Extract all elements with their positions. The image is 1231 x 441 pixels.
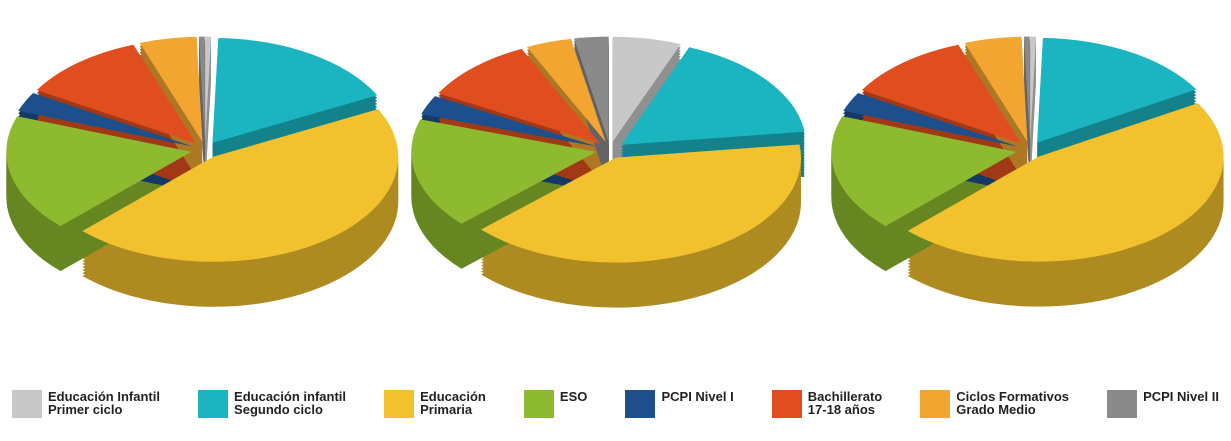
- slice: [907, 103, 1224, 262]
- legend-item: Bachillerato 17-18 años: [771, 389, 883, 418]
- slice: [1030, 36, 1037, 142]
- pie: [831, 36, 1224, 307]
- pie: [6, 36, 399, 307]
- legend-item: Educación Infantil Primer ciclo: [12, 390, 160, 418]
- legend-label: PCPI Nivel II: [1143, 389, 1219, 404]
- slice: [36, 44, 197, 144]
- legend-item: PCPI Nivel II: [1107, 390, 1219, 418]
- legend-label: Bachillerato 17-18 años: [807, 389, 883, 417]
- pie: [411, 36, 805, 308]
- slice: [205, 36, 212, 142]
- slice: [621, 47, 805, 145]
- pie-tops: [831, 36, 1224, 262]
- legend-swatch: [523, 390, 554, 418]
- legend-swatch: [625, 390, 656, 418]
- legend-swatch: [771, 390, 802, 418]
- slice: [18, 92, 193, 147]
- pie-tops: [6, 36, 399, 262]
- slice: [574, 36, 609, 142]
- charts: [6, 36, 1224, 308]
- legend-swatch: [12, 390, 42, 418]
- slice: [438, 48, 601, 144]
- legend-swatch: [920, 390, 951, 418]
- legend: Educación Infantil Primer ciclo Educación…: [0, 390, 1231, 418]
- legend-swatch: [384, 390, 415, 418]
- legend-label: Educación infantil Segundo ciclo: [234, 389, 347, 417]
- legend-swatch: [198, 390, 229, 418]
- slice: [212, 37, 378, 143]
- slice: [421, 96, 598, 147]
- slice: [1023, 36, 1030, 142]
- slice: [526, 38, 606, 143]
- slice: [1037, 37, 1197, 143]
- slice: [481, 144, 801, 263]
- slice: [139, 36, 203, 142]
- slice: [411, 119, 597, 224]
- slice: [964, 36, 1028, 142]
- legend-swatch: [1107, 390, 1138, 418]
- legend-label: Ciclos Formativos Grado Medio: [956, 389, 1069, 417]
- slice: [843, 92, 1018, 147]
- slice: [198, 36, 205, 142]
- legend-item: Educación Primaria: [384, 390, 486, 418]
- pie-tops: [411, 36, 805, 263]
- legend-label: Educación Primaria: [420, 389, 486, 417]
- slice: [831, 116, 1017, 227]
- legend-label: Educación Infantil Primer ciclo: [48, 389, 160, 417]
- legend-item: Ciclos Formativos Grado Medio: [920, 390, 1069, 418]
- slice: [6, 116, 192, 227]
- legend-label: PCPI Nivel I: [661, 389, 734, 404]
- legend-label: ESO: [559, 389, 588, 404]
- legend-item: PCPI Nivel I: [625, 389, 734, 418]
- legend-item: ESO: [523, 389, 588, 418]
- slice: [861, 44, 1022, 144]
- slice: [612, 36, 681, 142]
- legend-item: Educación infantil Segundo ciclo: [198, 390, 346, 418]
- slice: [82, 109, 399, 262]
